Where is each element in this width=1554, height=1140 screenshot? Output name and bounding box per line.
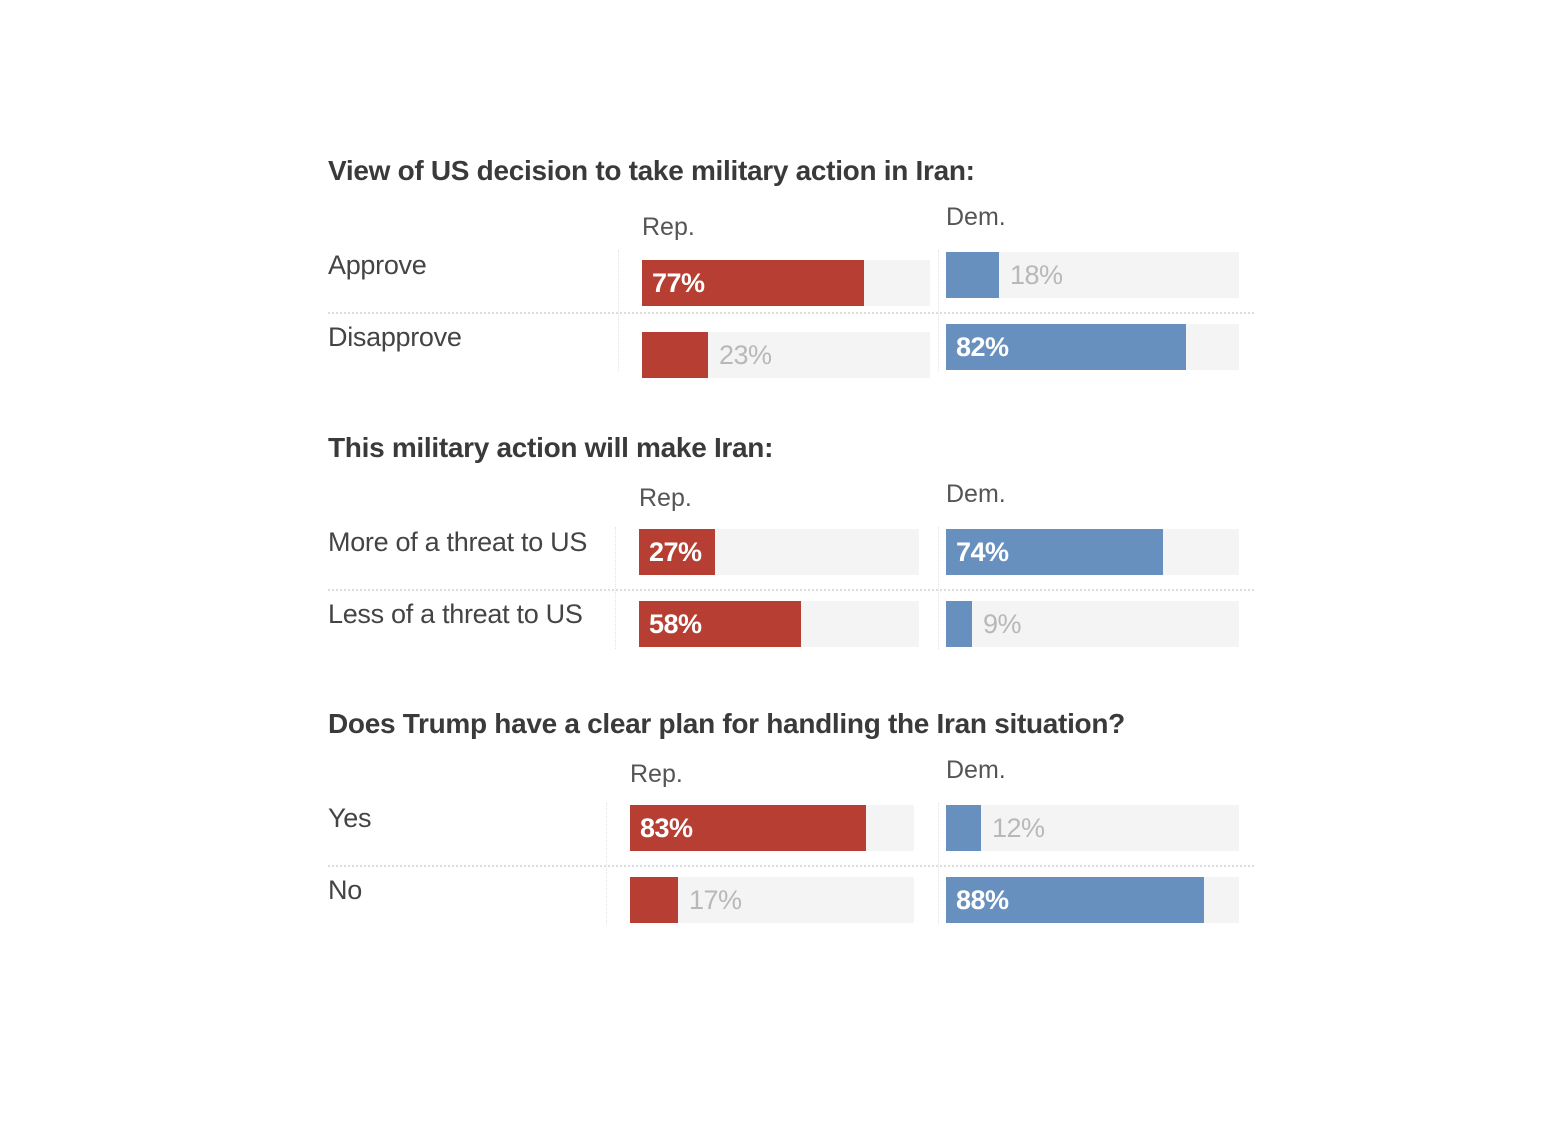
bar-dem-yes (946, 805, 981, 851)
category-label: Approve (328, 250, 427, 280)
bar-track: 82% (946, 324, 1239, 370)
column-separator (938, 803, 939, 925)
value-label: 18% (1010, 260, 1063, 290)
chart-title: Does Trump have a clear plan for handlin… (328, 708, 1125, 739)
value-label: 74% (956, 537, 1009, 567)
bar-dem-no (946, 877, 1204, 923)
bar-track: 23% (642, 332, 930, 378)
category-label: Less of a threat to US (328, 599, 583, 629)
column-separator (615, 527, 616, 649)
bar-track: 12% (946, 805, 1239, 851)
bar-dem-more-of-a-threat-to-us (946, 529, 1163, 575)
series-header-dem: Dem. (946, 203, 1006, 231)
chart-panel-3: Does Trump have a clear plan for handlin… (328, 708, 1254, 938)
category-label: More of a threat to US (328, 527, 588, 557)
bar-track: 77% (642, 260, 930, 306)
series-header-rep: Rep. (630, 760, 683, 788)
bar-track: 74% (946, 529, 1239, 575)
value-label: 9% (983, 609, 1022, 639)
row-divider (328, 589, 1254, 591)
value-label: 23% (719, 340, 772, 370)
category-label: Disapprove (328, 322, 462, 352)
column-separator (606, 803, 607, 925)
bar-track: 18% (946, 252, 1239, 298)
bar-rep-more-of-a-threat-to-us (639, 529, 715, 575)
bar-rep-no (630, 877, 678, 923)
chart-title: This military action will make Iran: (328, 432, 774, 463)
bar-track: 58% (639, 601, 919, 647)
value-label: 17% (689, 885, 742, 915)
bar-rep-approve (642, 260, 864, 306)
series-header-dem: Dem. (946, 480, 1006, 508)
value-label: 27% (649, 537, 702, 567)
bar-dem-approve (946, 252, 999, 298)
value-label: 88% (956, 885, 1009, 915)
chart-title: View of US decision to take military act… (328, 155, 975, 186)
column-separator (938, 250, 939, 372)
series-header-dem: Dem. (946, 756, 1006, 784)
bar-track: 83% (630, 805, 914, 851)
category-label: Yes (328, 803, 372, 833)
row-divider (328, 312, 1254, 314)
chart-panel-1: View of US decision to take military act… (328, 155, 1254, 385)
bar-rep-yes (630, 805, 866, 851)
column-separator (618, 250, 619, 372)
bar-dem-less-of-a-threat-to-us (946, 601, 972, 647)
chart-panel-2: This military action will make Iran: Rep.… (328, 432, 1254, 662)
column-separator (938, 527, 939, 649)
row-divider (328, 865, 1254, 867)
series-header-rep: Rep. (639, 484, 692, 512)
value-label: 83% (640, 813, 693, 843)
bar-track: 17% (630, 877, 914, 923)
bar-rep-disapprove (642, 332, 708, 378)
category-label: No (328, 875, 362, 905)
bar-track: 88% (946, 877, 1239, 923)
value-label: 58% (649, 609, 702, 639)
bar-rep-less-of-a-threat-to-us (639, 601, 801, 647)
value-label: 77% (652, 268, 705, 298)
bar-dem-disapprove (946, 324, 1186, 370)
bar-track: 9% (946, 601, 1239, 647)
series-header-rep: Rep. (642, 213, 695, 241)
bar-track: 27% (639, 529, 919, 575)
value-label: 12% (992, 813, 1045, 843)
value-label: 82% (956, 332, 1009, 362)
